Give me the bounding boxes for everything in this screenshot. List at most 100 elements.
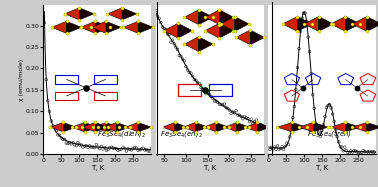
Point	[49, 26, 55, 29]
Point	[346, 152, 352, 155]
Point	[42, 21, 48, 24]
Point	[310, 121, 316, 124]
Point	[67, 141, 73, 144]
Point	[202, 88, 208, 91]
Point	[247, 28, 253, 31]
Point	[65, 142, 71, 145]
Point	[104, 12, 110, 15]
Polygon shape	[184, 37, 199, 52]
Point	[69, 126, 75, 129]
Polygon shape	[104, 122, 117, 132]
Polygon shape	[221, 16, 235, 31]
Point	[135, 32, 141, 35]
Point	[327, 103, 333, 106]
Point	[337, 145, 343, 148]
X-axis label: T, K: T, K	[203, 165, 217, 171]
Point	[318, 135, 324, 138]
Polygon shape	[204, 122, 216, 132]
Polygon shape	[245, 122, 257, 132]
Point	[289, 130, 295, 133]
Point	[50, 125, 56, 128]
Point	[328, 126, 334, 129]
Point	[216, 23, 222, 26]
Point	[328, 106, 334, 109]
Point	[305, 36, 311, 39]
Point	[130, 147, 136, 150]
Polygon shape	[199, 10, 213, 25]
Point	[60, 130, 66, 133]
Point	[183, 65, 189, 68]
Point	[92, 130, 98, 133]
Point	[112, 147, 118, 150]
Point	[119, 18, 125, 21]
Point	[204, 91, 211, 94]
Point	[172, 130, 178, 133]
Point	[135, 149, 141, 152]
Point	[64, 32, 70, 35]
Polygon shape	[81, 21, 95, 33]
Polygon shape	[277, 122, 292, 132]
Point	[290, 116, 296, 119]
Point	[216, 8, 222, 11]
Point	[231, 111, 237, 114]
Polygon shape	[117, 122, 130, 132]
Point	[372, 152, 378, 155]
Point	[192, 130, 198, 133]
Point	[310, 130, 316, 133]
Point	[91, 12, 97, 15]
Point	[98, 145, 104, 148]
Polygon shape	[107, 8, 122, 20]
Point	[103, 32, 109, 35]
Point	[287, 135, 293, 138]
Point	[195, 81, 201, 84]
Point	[268, 146, 274, 149]
X-axis label: T, K: T, K	[91, 165, 104, 171]
Point	[76, 18, 82, 21]
Point	[235, 114, 241, 117]
Point	[349, 126, 355, 129]
Point	[149, 147, 155, 150]
Point	[62, 12, 68, 15]
Point	[206, 93, 212, 96]
Point	[181, 59, 187, 62]
Point	[103, 20, 109, 23]
Point	[175, 22, 181, 25]
Point	[92, 20, 98, 23]
Point	[135, 130, 141, 133]
Polygon shape	[95, 122, 108, 132]
Point	[60, 121, 66, 124]
Point	[357, 22, 363, 25]
Point	[220, 103, 226, 106]
Point	[260, 125, 266, 128]
Point	[107, 146, 113, 149]
Point	[293, 88, 299, 91]
Point	[304, 20, 310, 23]
Point	[253, 119, 259, 122]
Point	[58, 137, 64, 140]
Point	[118, 148, 124, 151]
Y-axis label: χ (emu/mole): χ (emu/mole)	[19, 58, 24, 101]
Point	[203, 92, 209, 95]
Point	[222, 126, 228, 129]
Point	[103, 121, 109, 124]
Point	[143, 148, 149, 151]
Point	[181, 16, 187, 19]
Polygon shape	[237, 122, 249, 132]
Point	[339, 145, 345, 148]
Point	[316, 30, 322, 33]
Point	[166, 33, 172, 36]
Point	[251, 120, 257, 123]
Point	[133, 146, 139, 149]
Point	[342, 130, 349, 133]
Polygon shape	[124, 21, 138, 33]
Point	[277, 147, 284, 150]
Point	[336, 140, 342, 143]
Point	[160, 25, 166, 28]
Point	[116, 126, 122, 129]
Point	[63, 141, 69, 144]
Polygon shape	[85, 122, 98, 132]
Point	[114, 130, 120, 133]
Point	[71, 143, 77, 146]
Text: Fe$_3$Se$_4$(tren): Fe$_3$Se$_4$(tren)	[307, 128, 352, 139]
Point	[243, 116, 249, 119]
